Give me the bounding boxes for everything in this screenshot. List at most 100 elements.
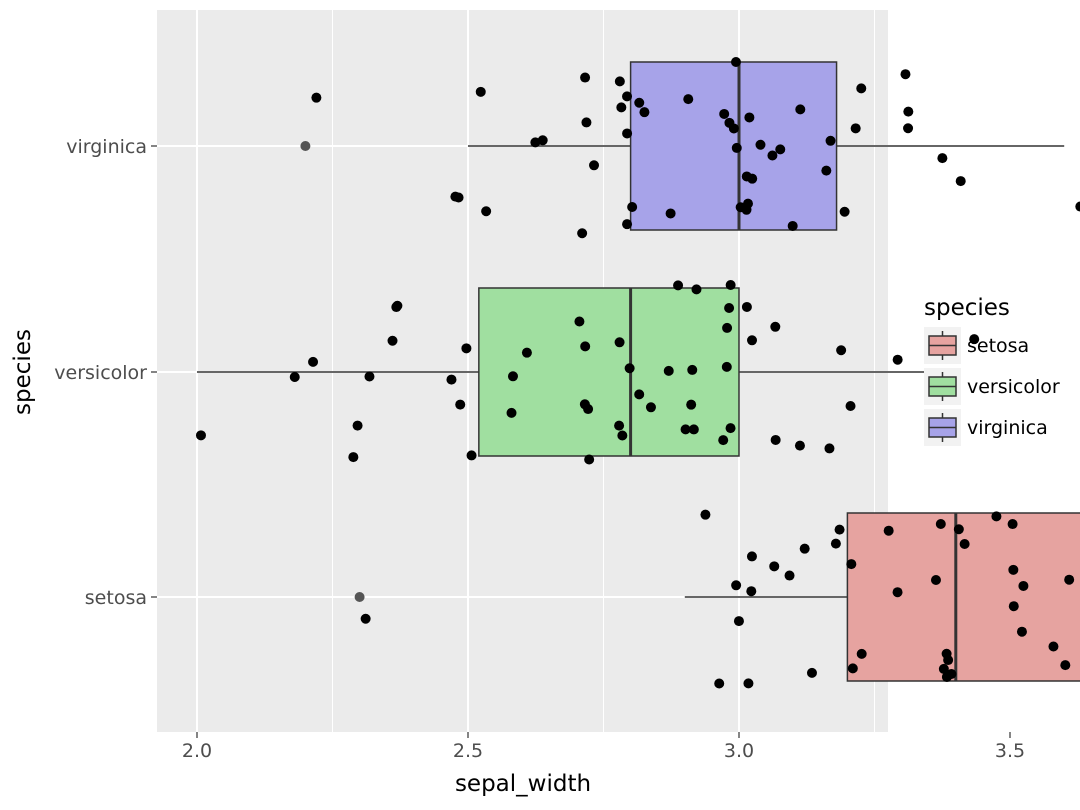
data-point-setosa [935, 518, 946, 529]
x-axis-ticks: 2.02.53.03.54.04.5 [182, 732, 1025, 762]
data-point-versicolor [663, 365, 674, 376]
legend-keys: setosa versicolor virginica [924, 327, 1060, 446]
data-point-versicolor [725, 280, 736, 291]
outlier-point [354, 592, 365, 602]
x-tick-label: 3.0 [724, 740, 754, 762]
data-point-versicolor [617, 430, 628, 441]
data-point-setosa [1060, 660, 1071, 671]
legend-label-setosa: setosa [967, 335, 1029, 357]
x-tick-label: 2.5 [453, 740, 483, 762]
data-point-setosa [856, 648, 867, 659]
data-point-versicolor [352, 420, 363, 431]
data-point-setosa [883, 525, 894, 536]
data-point-versicolor [680, 424, 691, 435]
data-point-virginica [787, 220, 798, 231]
data-point-virginica [825, 135, 836, 146]
data-point-versicolor [741, 301, 752, 312]
data-point-versicolor [892, 354, 903, 365]
data-point-virginica [627, 201, 638, 212]
data-point-setosa [360, 613, 371, 624]
data-point-setosa [1007, 519, 1018, 530]
data-point-virginica [683, 94, 694, 105]
data-point-virginica [795, 104, 806, 115]
data-point-virginica [775, 144, 786, 155]
data-point-virginica [577, 228, 588, 239]
y-tick-label: versicolor [54, 362, 147, 384]
x-tick-label: 2.0 [182, 740, 212, 762]
legend-label-versicolor: versicolor [967, 376, 1060, 398]
data-point-versicolor [364, 371, 375, 382]
data-point-versicolor [724, 302, 735, 313]
y-tick-label: setosa [85, 587, 147, 609]
data-point-setosa [731, 580, 742, 591]
data-point-virginica [622, 128, 633, 139]
y-tick-label: virginica [66, 136, 147, 158]
data-point-setosa [769, 561, 780, 572]
data-point-virginica [767, 150, 778, 161]
data-point-virginica [731, 142, 742, 153]
data-point-versicolor [645, 402, 656, 413]
data-point-virginica [614, 76, 625, 87]
data-point-setosa [1018, 580, 1029, 591]
data-point-virginica [821, 165, 832, 176]
data-point-setosa [943, 655, 954, 666]
data-point-versicolor [747, 335, 758, 346]
data-point-virginica [581, 117, 592, 128]
iqr-box [478, 287, 740, 457]
data-point-versicolor [348, 452, 359, 463]
data-point-virginica [589, 160, 600, 171]
data-point-versicolor [673, 280, 684, 291]
data-point-setosa [799, 543, 810, 554]
data-point-versicolor [387, 335, 398, 346]
data-point-setosa [746, 586, 757, 597]
data-point-virginica [481, 206, 492, 217]
data-point-setosa [1016, 626, 1027, 637]
y-axis-ticks: virginica versicolor setosa [54, 136, 157, 609]
data-point-virginica [755, 139, 766, 150]
y-axis-title: species [10, 329, 36, 415]
data-point-setosa [846, 559, 857, 570]
data-point-versicolor [195, 430, 206, 441]
x-tick-label: 3.5 [995, 740, 1025, 762]
data-point-setosa [834, 524, 845, 535]
data-point-setosa [714, 678, 725, 689]
data-point-virginica [580, 72, 591, 83]
data-point-setosa [806, 667, 817, 678]
data-point-setosa [941, 671, 952, 682]
legend-key-setosa: setosa [924, 327, 1029, 364]
legend-label-virginica: virginica [967, 417, 1048, 439]
data-point-virginica [639, 107, 650, 118]
data-point-virginica [747, 173, 758, 184]
data-point-versicolor [634, 389, 645, 400]
data-point-virginica [741, 204, 752, 215]
data-point-virginica [850, 123, 861, 134]
data-point-virginica [719, 108, 730, 119]
data-point-setosa [1064, 574, 1075, 585]
data-point-setosa [733, 616, 744, 627]
data-point-versicolor [722, 322, 733, 333]
data-point-versicolor [687, 364, 698, 375]
data-point-versicolor [466, 450, 477, 461]
data-point-virginica [955, 176, 966, 187]
data-point-versicolor [725, 423, 736, 434]
data-point-versicolor [461, 343, 472, 354]
data-point-versicolor [836, 345, 847, 356]
data-point-virginica [634, 97, 645, 108]
data-point-versicolor [580, 341, 591, 352]
data-point-virginica [744, 112, 755, 123]
data-point-versicolor [584, 454, 595, 465]
iqr-box [846, 512, 1080, 682]
data-point-versicolor [446, 374, 457, 385]
data-point-setosa [953, 524, 964, 535]
data-point-versicolor [718, 435, 729, 446]
data-point-setosa [1008, 601, 1019, 612]
data-point-versicolor [845, 400, 856, 411]
data-point-virginica [311, 92, 322, 103]
data-point-versicolor [392, 300, 403, 311]
legend-title: species [924, 295, 1010, 321]
data-point-virginica [900, 69, 911, 80]
data-point-setosa [700, 509, 711, 520]
data-point-versicolor [770, 434, 781, 445]
data-point-virginica [730, 57, 741, 68]
